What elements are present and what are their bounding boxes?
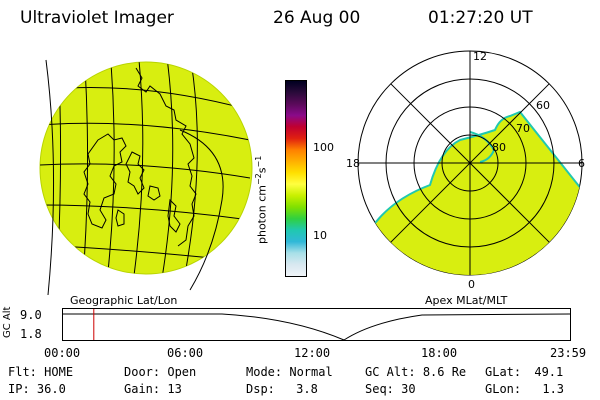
status-gc-alt: GC Alt: 8.6 Re <box>365 365 467 379</box>
mlat-label-60: 60 <box>536 99 550 112</box>
aurora-contour <box>469 131 496 163</box>
altitude-curve <box>63 313 571 341</box>
colorbar-tick-100: 100 <box>313 141 334 154</box>
altitude-y-bottom: 1.8 <box>20 327 42 341</box>
x-tick-0600: 06:00 <box>167 346 204 360</box>
x-tick-1800: 18:00 <box>421 346 458 360</box>
x-tick-1200: 12:00 <box>294 346 331 360</box>
coastlines <box>83 67 197 247</box>
geographic-globe-image <box>39 59 253 296</box>
globe-disk <box>39 61 253 275</box>
image-date: 26 Aug 00 <box>273 8 361 28</box>
colorbar-tick-10: 10 <box>313 229 327 242</box>
status-ip: IP: 36.0 <box>8 382 66 396</box>
status-dsp: Dsp: 3.8 <box>246 382 318 396</box>
mlt-label-0: 0 <box>468 278 475 291</box>
mlt-label-18: 18 <box>346 157 360 170</box>
status-glon: GLon: 1.3 <box>485 382 565 396</box>
app-title: Ultraviolet Imager <box>20 8 174 28</box>
x-tick-2359: 23:59 <box>550 346 587 360</box>
mlt-label-12: 12 <box>473 50 487 63</box>
altitude-plot <box>62 308 571 341</box>
status-seq: Seq: 30 <box>365 382 416 396</box>
apex-panel-label: Apex MLat/MLT <box>425 294 508 307</box>
x-tick-0000: 00:00 <box>44 346 81 360</box>
polar-mlat-mlt-plot: 12 18 6 0 60 70 80 <box>346 50 585 291</box>
status-door: Door: Open <box>124 365 197 379</box>
image-time: 01:27:20 UT <box>428 8 533 28</box>
geographic-panel-label: Geographic Lat/Lon <box>70 294 178 307</box>
grid-outer-left <box>45 59 55 296</box>
altitude-axis-label: GC Alt <box>2 306 13 338</box>
mlat-label-70: 70 <box>516 122 530 135</box>
status-gain: Gain: 13 <box>124 382 182 396</box>
status-mode: Mode: Normal <box>246 365 333 379</box>
status-flt: Flt: HOME <box>8 365 74 379</box>
status-glat: GLat: 49.1 <box>485 365 564 379</box>
polar-diagonal-2 <box>390 83 550 243</box>
altitude-y-top: 9.0 <box>20 308 42 322</box>
colorbar <box>285 80 307 277</box>
colorbar-unit-label: photon cm−2s−1 <box>254 155 269 244</box>
altitude-plot-frame <box>62 308 571 341</box>
terminator-line <box>179 129 224 291</box>
mlat-label-80: 80 <box>492 141 506 154</box>
mlt-label-6: 6 <box>578 157 585 170</box>
